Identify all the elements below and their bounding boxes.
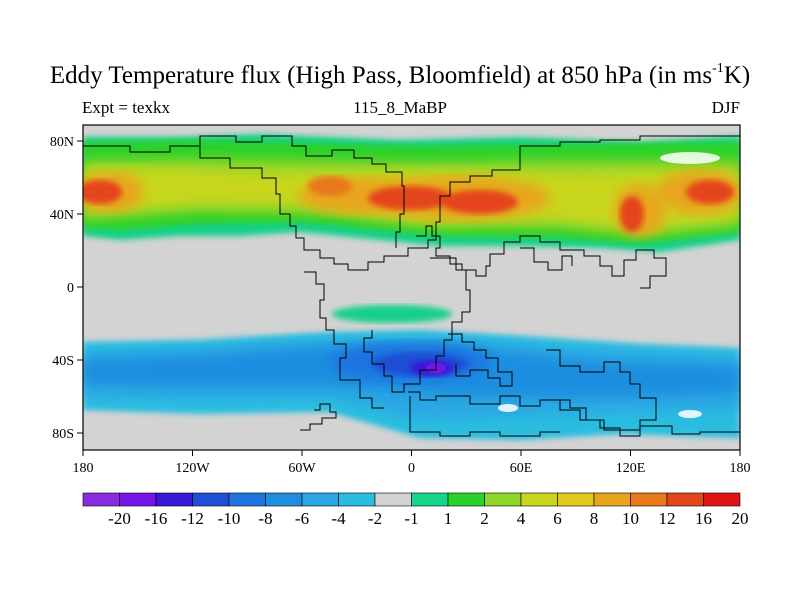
- colorbar-label: 12: [659, 509, 676, 528]
- antarctic-peninsula-outline: [300, 403, 337, 431]
- southern-flux-band: [83, 330, 740, 440]
- colorbar-label: 1: [444, 509, 453, 528]
- colorbar-label: -10: [218, 509, 241, 528]
- colorbar-swatch: [228, 492, 266, 507]
- colorbar-label: -16: [145, 509, 168, 528]
- colorbar-swatch: [411, 492, 449, 507]
- madagascar-outline: [448, 333, 513, 387]
- colorbar-label: -20: [108, 509, 131, 528]
- colorbar: [82, 492, 741, 507]
- colorbar-swatch: [703, 492, 741, 507]
- colorbar-label: 6: [553, 509, 562, 528]
- colorbar-swatch: [192, 492, 230, 507]
- colorbar-swatch: [484, 492, 522, 507]
- northern-flux-band: [83, 134, 740, 252]
- colorbar-swatch: [666, 492, 704, 507]
- map-plot-area: [83, 125, 740, 450]
- lon-tick-label: 120W: [175, 461, 210, 476]
- antarctica-inner-outline: [409, 396, 560, 437]
- lat-tick-label: 40N: [50, 208, 74, 223]
- lon-tick-label: 180: [73, 461, 94, 476]
- africa-outline: [363, 257, 471, 393]
- colorbar-label: -1: [404, 509, 418, 528]
- colorbar-label: 2: [480, 509, 489, 528]
- lat-tick-label: 40S: [52, 354, 74, 369]
- colorbar-swatch: [155, 492, 193, 507]
- colorbar-label: -2: [368, 509, 382, 528]
- colorbar-label: -6: [295, 509, 309, 528]
- south-america-west-outline: [304, 271, 384, 409]
- colorbar-label: -4: [331, 509, 346, 528]
- colorbar-label: -12: [181, 509, 204, 528]
- experiment-label: Expt = texkx: [82, 98, 170, 117]
- lat-tick-label: 0: [67, 281, 74, 296]
- lon-tick-label: 60W: [288, 461, 316, 476]
- lon-tick-label: 180: [730, 461, 751, 476]
- season-label: DJF: [711, 98, 740, 117]
- lat-tick-label: 80S: [52, 427, 74, 442]
- antarctica-north-outline: [408, 391, 740, 435]
- colorbar-swatch: [119, 492, 157, 507]
- colorbar-labels: -20 -16 -12 -10 -8 -6 -4 -2 -1 1 2 4 6 8 10 12 16 20: [108, 509, 748, 528]
- colorbar-swatch: [82, 492, 120, 507]
- colorbar-label: 4: [517, 509, 526, 528]
- colorbar-swatch: [447, 492, 485, 507]
- lon-tick-label: 60E: [510, 461, 533, 476]
- colorbar-label: 20: [732, 509, 749, 528]
- colorbar-label: 8: [590, 509, 599, 528]
- colorbar-swatch: [301, 492, 339, 507]
- colorbar-label: -8: [258, 509, 272, 528]
- colorbar-swatch: [520, 492, 558, 507]
- colorbar-swatch: [265, 492, 303, 507]
- colorbar-swatch: [338, 492, 376, 507]
- lon-tick-label: 120E: [616, 461, 646, 476]
- lat-tick-label: 80N: [50, 135, 74, 150]
- lat-tick-labels: 80N 40N 0 40S 80S: [50, 135, 74, 442]
- eurasia-south-outline: [416, 225, 667, 289]
- tropical-flux-patch: [332, 305, 452, 323]
- lon-tick-label: 0: [408, 461, 415, 476]
- axis-tick-marks: [77, 140, 741, 456]
- colorbar-swatch: [593, 492, 631, 507]
- coastlines: [83, 135, 740, 437]
- colorbar-label: 10: [622, 509, 639, 528]
- north-america-outline: [199, 135, 405, 248]
- colorbar-swatch: [630, 492, 668, 507]
- plot-title: Eddy Temperature flux (High Pass, Bloomf…: [49, 60, 751, 89]
- colorbar-swatch: [557, 492, 595, 507]
- colorbar-swatch: [374, 492, 412, 507]
- northern-coastline: [83, 135, 740, 271]
- colorbar-label: 16: [695, 509, 712, 528]
- time-label: 115_8_MaBP: [353, 98, 447, 117]
- arabia-outline: [520, 247, 573, 271]
- lon-tick-labels: 180 120W 60W 0 60E 120E 180: [73, 461, 751, 476]
